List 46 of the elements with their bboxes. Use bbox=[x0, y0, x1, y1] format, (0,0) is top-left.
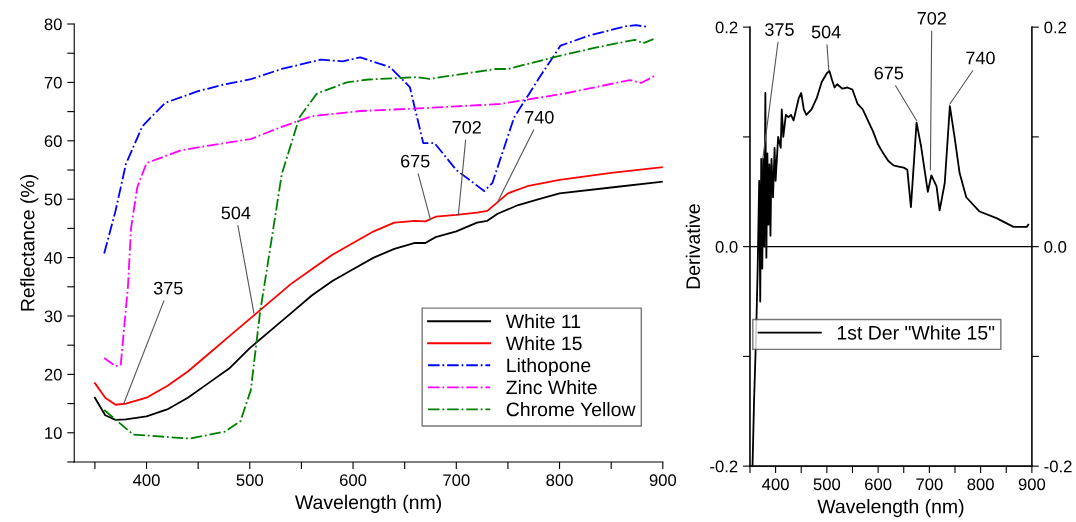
y-axis-title: Reflectance (%) bbox=[20, 175, 39, 311]
annotation: 504 bbox=[811, 25, 841, 39]
x-tick-label: 900 bbox=[1018, 478, 1046, 491]
x-axis-title: Wavelength (nm) bbox=[294, 494, 441, 513]
x-tick-label: 800 bbox=[967, 478, 994, 491]
annotation: 740 bbox=[525, 110, 554, 124]
legend-label: Zinc White bbox=[506, 380, 597, 395]
y-tick-label: 40 bbox=[44, 251, 62, 264]
y-axis-title: Derivative bbox=[685, 204, 701, 289]
x-tick-label: 700 bbox=[916, 478, 943, 491]
annotation: 675 bbox=[401, 154, 430, 168]
y-tick-label: 50 bbox=[44, 193, 62, 206]
y-tick-label: 80 bbox=[44, 18, 62, 31]
y-tick-label: 60 bbox=[44, 135, 62, 147]
x-tick-label: 800 bbox=[546, 474, 573, 487]
y2-tick-label: -0.2 bbox=[1044, 460, 1072, 473]
x-axis-title: Wavelength (nm) bbox=[817, 499, 964, 518]
x-tick-label: 600 bbox=[339, 474, 367, 487]
y-tick-label: 30 bbox=[44, 310, 62, 323]
y2-tick-label: 0.2 bbox=[1044, 21, 1067, 34]
x-tick-label: 600 bbox=[865, 478, 892, 491]
annotation: 375 bbox=[153, 281, 183, 295]
y-tick-label: 0.0 bbox=[715, 241, 738, 253]
annotation: 504 bbox=[221, 206, 251, 220]
y-tick-label: -0.2 bbox=[710, 460, 738, 473]
annotation: 375 bbox=[765, 23, 794, 36]
annotation: 702 bbox=[452, 120, 481, 134]
x-tick-label: 400 bbox=[762, 478, 789, 491]
annotation: 675 bbox=[874, 66, 904, 80]
x-tick-label: 500 bbox=[236, 474, 264, 487]
y-tick-label: 10 bbox=[45, 427, 62, 439]
legend-label: White 11 bbox=[505, 313, 581, 329]
y-tick-label: 20 bbox=[44, 368, 62, 381]
y-tick-label: 70 bbox=[44, 76, 62, 89]
legend-label: White 15 bbox=[505, 335, 582, 351]
x-tick-label: 900 bbox=[649, 474, 677, 487]
x-tick-label: 700 bbox=[443, 474, 470, 487]
x-tick-label: 500 bbox=[813, 478, 841, 491]
legend-label: 1st Der "White 15" bbox=[837, 325, 995, 340]
legend-label: Chrome Yellow bbox=[506, 402, 636, 417]
x-tick-label: 400 bbox=[133, 474, 160, 487]
y2-tick-label: 0.0 bbox=[1044, 241, 1067, 253]
annotation: 740 bbox=[966, 51, 995, 65]
legend-label: Lithopone bbox=[507, 357, 591, 377]
y-tick-label: 0.2 bbox=[715, 21, 738, 34]
annotation: 702 bbox=[917, 11, 946, 25]
